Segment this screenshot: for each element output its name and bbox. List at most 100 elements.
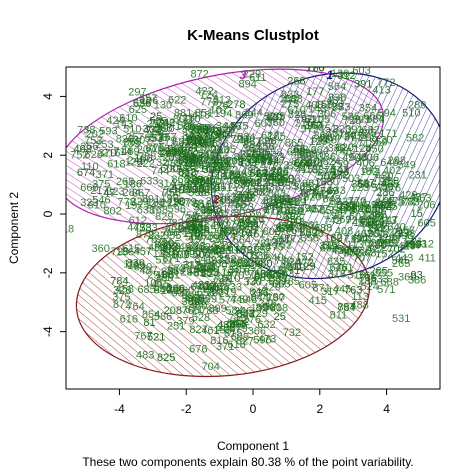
point-label: 483 bbox=[278, 205, 296, 217]
point-label: 848 bbox=[254, 270, 272, 282]
point-label: 568 bbox=[154, 123, 172, 135]
point-label: 203 bbox=[204, 246, 222, 258]
point-label: 796 bbox=[246, 214, 264, 226]
point-label: 655 bbox=[219, 226, 237, 238]
point-label: 147 bbox=[267, 155, 285, 167]
point-label: 754 bbox=[285, 225, 303, 237]
point-label: 390 bbox=[156, 123, 174, 135]
point-label: 584 bbox=[225, 305, 243, 317]
point-label: 724 bbox=[186, 145, 204, 157]
point-label: 186 bbox=[124, 179, 142, 191]
point-label: 745 bbox=[253, 242, 271, 254]
point-label: 872 bbox=[190, 69, 208, 81]
point-label: 279 bbox=[158, 135, 176, 147]
point-label: 703 bbox=[185, 133, 203, 145]
point-label: 230 bbox=[197, 135, 215, 147]
point-label: 757 bbox=[159, 132, 177, 144]
point-label: 271 bbox=[351, 138, 369, 150]
point-label: 640 bbox=[190, 282, 208, 294]
point-label: 758 bbox=[180, 210, 198, 222]
point-label: 548 bbox=[239, 294, 257, 306]
point-label: 189 bbox=[234, 245, 252, 257]
point-label: 628 bbox=[365, 211, 383, 223]
point-label: 849 bbox=[287, 262, 305, 274]
point-label: 899 bbox=[365, 199, 383, 211]
point-label: 314 bbox=[158, 178, 176, 190]
point-label: 682 bbox=[172, 136, 190, 148]
point-label: 575 bbox=[230, 121, 248, 133]
point-label: 582 bbox=[406, 132, 424, 144]
point-label: 477 bbox=[127, 222, 145, 234]
point-label: 510 bbox=[123, 123, 141, 135]
point-label: 193 bbox=[331, 166, 349, 178]
point-label: 360 bbox=[92, 243, 110, 255]
point-label: 505 bbox=[182, 290, 200, 302]
point-label: 533 bbox=[370, 273, 388, 285]
point-label: 763 bbox=[344, 284, 362, 296]
point-label: 136 bbox=[210, 138, 228, 150]
point-label: 782 bbox=[160, 186, 178, 198]
point-label: 696 bbox=[365, 204, 383, 216]
point-label: 867 bbox=[357, 177, 375, 189]
point-label: 379 bbox=[176, 315, 194, 327]
point-label: 890 bbox=[134, 261, 152, 273]
point-label: 761 bbox=[335, 262, 353, 274]
point-label: 572 bbox=[301, 123, 319, 135]
point-label: 760 bbox=[248, 268, 266, 280]
point-label: 229 bbox=[250, 308, 268, 320]
point-label: 413 bbox=[372, 85, 390, 97]
point-label: 559 bbox=[331, 57, 349, 69]
point-label: 627 bbox=[261, 130, 279, 142]
point-label: 766 bbox=[181, 305, 199, 317]
point-label: 857 bbox=[337, 301, 355, 313]
point-label: 120 bbox=[353, 143, 371, 155]
point-label: 355 bbox=[200, 267, 218, 279]
point-label: 93 bbox=[411, 270, 423, 282]
point-label: 308 bbox=[381, 176, 399, 188]
point-label: 626 bbox=[85, 149, 103, 161]
point-label: 392 bbox=[210, 162, 228, 174]
point-label: 600 bbox=[294, 158, 312, 170]
point-label: 855 bbox=[320, 205, 338, 217]
point-label: 606 bbox=[157, 118, 175, 130]
point-label: 182 bbox=[360, 166, 378, 178]
point-label: 850 bbox=[287, 161, 305, 173]
point-label: 189 bbox=[227, 175, 245, 187]
point-label: 294 bbox=[147, 270, 165, 282]
point-label: 47 bbox=[103, 187, 115, 199]
point-label: 230 bbox=[189, 131, 207, 143]
point-label: 469 bbox=[235, 192, 253, 204]
point-label: 895 bbox=[188, 176, 206, 188]
point-label: 327 bbox=[156, 157, 174, 169]
point-label: 472 bbox=[296, 257, 314, 269]
point-label: 216 bbox=[193, 163, 211, 175]
point-label: 800 bbox=[263, 226, 281, 238]
point-label: 772 bbox=[285, 234, 303, 246]
point-label: 607 bbox=[255, 118, 273, 130]
point-label: 366 bbox=[248, 325, 266, 337]
point-label: 236 bbox=[250, 287, 268, 299]
point-label: 756 bbox=[232, 177, 250, 189]
point-label: 703 bbox=[218, 192, 236, 204]
point-label: 301 bbox=[162, 269, 180, 281]
point-label: 764 bbox=[126, 301, 144, 313]
point-label: 499 bbox=[403, 239, 421, 251]
y-tick-label: 0 bbox=[41, 210, 55, 217]
point-label: 649 bbox=[311, 134, 329, 146]
point-label: 682 bbox=[191, 295, 209, 307]
point-label: 217 bbox=[90, 185, 108, 197]
point-label: 771 bbox=[282, 265, 300, 277]
point-label: 339 bbox=[328, 143, 346, 155]
point-label: 828 bbox=[248, 154, 266, 166]
point-label: 818 bbox=[178, 167, 196, 179]
point-label: 633 bbox=[194, 137, 212, 149]
point-label: 663 bbox=[272, 279, 290, 291]
point-label: 683 bbox=[198, 187, 216, 199]
point-label: 330 bbox=[353, 245, 371, 257]
point-label: 222 bbox=[160, 198, 178, 210]
point-label: 285 bbox=[369, 266, 387, 278]
point-label: 839 bbox=[185, 217, 203, 229]
point-label: 836 bbox=[251, 250, 269, 262]
point-label: 787 bbox=[145, 234, 163, 246]
point-label: 645 bbox=[353, 233, 371, 245]
